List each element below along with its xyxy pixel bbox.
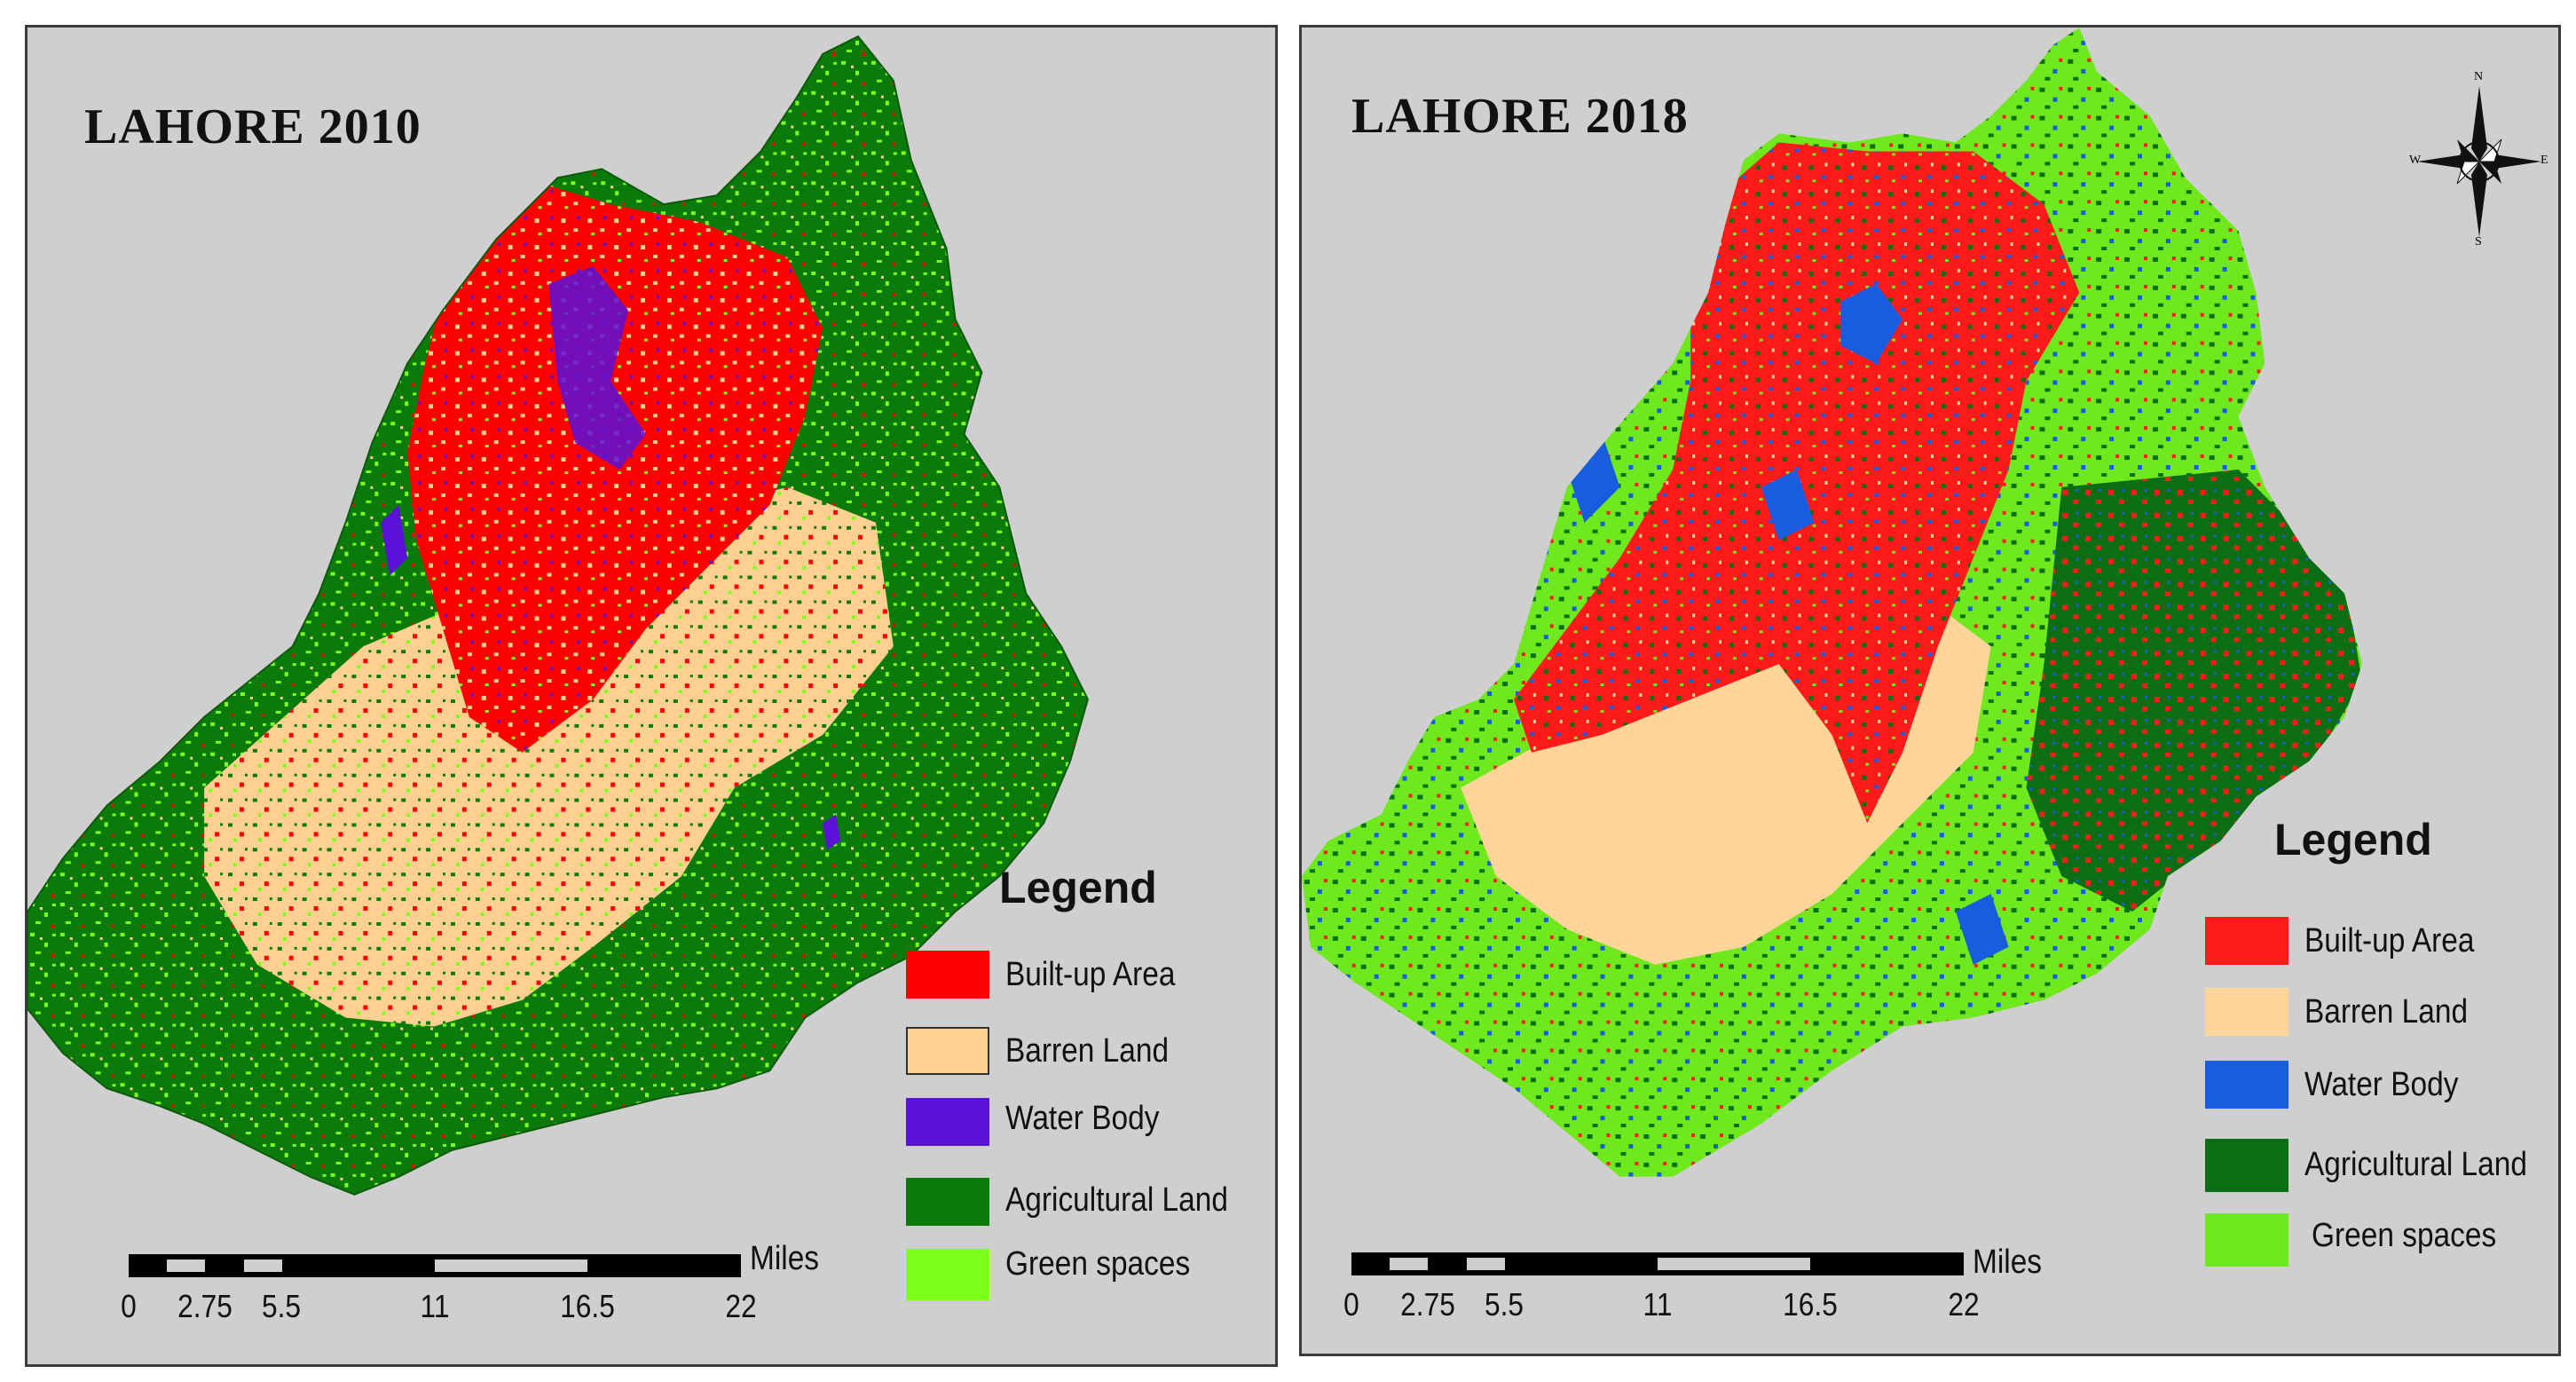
- scale-tick: 11: [1642, 1286, 1673, 1323]
- scale-tick: 16.5: [560, 1288, 615, 1324]
- scale-bar-graphic: [1351, 1252, 1964, 1275]
- land-cover-map-2018: [1302, 28, 2558, 1354]
- legend-label: Built-up Area: [2304, 922, 2475, 960]
- scale-tick: 16.5: [1783, 1286, 1838, 1323]
- compass-rose-icon: [2417, 86, 2541, 237]
- legend-swatch: [2205, 1139, 2288, 1192]
- legend-swatch: [2205, 1061, 2288, 1109]
- scale-tick: 2.75: [1400, 1286, 1455, 1323]
- legend-swatch: [906, 1249, 989, 1300]
- legend-label: Green spaces: [1005, 1245, 1191, 1283]
- map-title: LAHORE 2018: [1351, 89, 1689, 144]
- legend-title: Legend: [999, 863, 1157, 912]
- scale-tick: 5.5: [1484, 1286, 1524, 1323]
- map-body-2010: [28, 36, 1088, 1195]
- legend-label: Barren Land: [1005, 1032, 1170, 1070]
- legend-swatch: [2205, 988, 2288, 1036]
- scale-bar: Miles 0 2.75 5.5 11 16.5 22: [121, 1240, 819, 1332]
- legend-swatch: [906, 1098, 989, 1146]
- east-label: E: [2541, 154, 2548, 167]
- scale-bar-graphic: [129, 1254, 741, 1277]
- map-panel-2018: LAHORE 2018 N E S W Legend Built-up Area…: [1299, 25, 2561, 1356]
- legend-swatch: [906, 1027, 989, 1075]
- legend-label: Built-up Area: [1005, 956, 1176, 993]
- legend-swatch: [906, 951, 989, 999]
- scale-tick: 2.75: [177, 1288, 232, 1324]
- scale-tick: 5.5: [261, 1288, 302, 1324]
- scale-tick: 0: [121, 1288, 137, 1324]
- north-arrow: N E S W: [2409, 70, 2548, 249]
- scale-tick: 11: [420, 1288, 450, 1324]
- legend-label: Agricultural Land: [1005, 1181, 1228, 1219]
- scale-bar-units: Miles: [750, 1240, 820, 1277]
- west-label: W: [2409, 154, 2422, 167]
- legend-label: Barren Land: [2304, 993, 2469, 1031]
- legend-label: Agricultural Land: [2304, 1146, 2527, 1183]
- legend-label: Water Body: [1005, 1100, 1160, 1137]
- legend-swatch: [906, 1178, 989, 1226]
- map-panel-2010: LAHORE 2010 Legend Built-up Area Barren …: [25, 25, 1278, 1367]
- legend-label: Water Body: [2304, 1066, 2459, 1103]
- north-label: N: [2474, 70, 2484, 83]
- land-cover-map-2010: [28, 28, 1275, 1364]
- legend-label: Green spaces: [2312, 1217, 2497, 1254]
- map-title: LAHORE 2010: [84, 99, 421, 154]
- scale-tick: 22: [725, 1288, 757, 1324]
- scale-bar-units: Miles: [1973, 1244, 2043, 1281]
- scale-tick: 0: [1343, 1286, 1359, 1323]
- legend-swatch: [2205, 1213, 2288, 1267]
- legend-swatch: [2205, 917, 2288, 965]
- legend-title: Legend: [2274, 815, 2432, 865]
- scale-bar: Miles 0 2.75 5.5 11 16.5 22: [1343, 1244, 2042, 1331]
- scale-tick: 22: [1948, 1286, 1980, 1323]
- south-label: S: [2475, 235, 2482, 249]
